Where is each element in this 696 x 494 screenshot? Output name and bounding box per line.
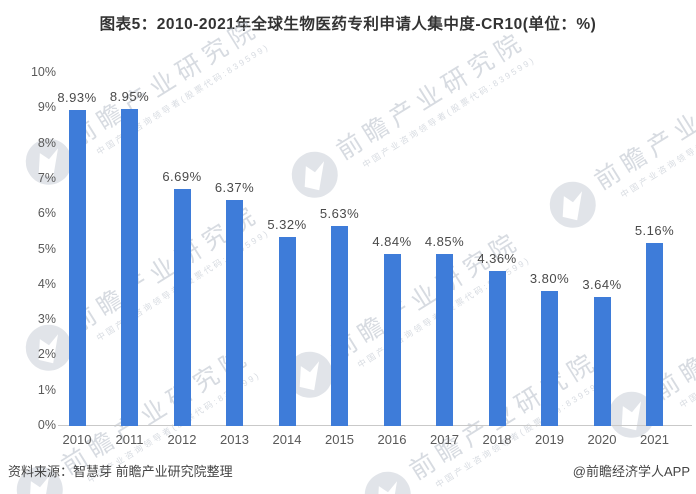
bar-value-label: 3.80% xyxy=(529,270,570,286)
y-tick-label: 3% xyxy=(37,312,56,327)
bar-value-label: 5.16% xyxy=(634,222,675,238)
y-tick-label: 1% xyxy=(37,382,56,397)
bar-2019 xyxy=(541,290,558,426)
x-tick-label: 2019 xyxy=(535,432,564,447)
bar-value-label: 5.32% xyxy=(267,217,307,233)
x-tick-label: 2010 xyxy=(62,432,92,447)
bar-2011 xyxy=(121,109,138,426)
x-tick-label: 2012 xyxy=(167,432,197,447)
source-note: 资料来源：智慧芽 前瞻产业研究院整理 xyxy=(8,464,233,479)
bar-value-label: 6.69% xyxy=(162,168,202,184)
bar-2021 xyxy=(646,242,663,426)
y-tick-label: 8% xyxy=(37,135,56,150)
watermark-subtext: 中国产业咨询领导者(股票代码:839599) xyxy=(360,54,538,170)
bar-2015 xyxy=(331,226,348,426)
bar-2016 xyxy=(383,254,401,426)
y-tick-label: 7% xyxy=(37,170,56,185)
watermark-text: 前瞻产业研究院 xyxy=(589,56,696,196)
chart-title: 图表5：2010-2021年全球生物医药专利申请人集中度-CR10(单位：%) xyxy=(99,16,597,33)
qianzhan-logo-icon xyxy=(549,181,596,228)
bar-value-label: 5.63% xyxy=(319,206,360,222)
y-tick-label: 6% xyxy=(37,206,56,221)
bar-2013 xyxy=(226,200,243,426)
x-tick-label: 2018 xyxy=(482,432,512,447)
watermark-subtext: 中国产业咨询领导者(股票代码:839599) xyxy=(618,84,696,200)
credit-note: @前瞻经济学人APP xyxy=(572,464,690,479)
bar-value-label: 4.84% xyxy=(372,234,412,250)
bar-value-label: 4.36% xyxy=(477,251,517,267)
watermark-subtext: 中国产业咨询领导者(股票代码:839599) xyxy=(677,294,696,410)
x-axis-line xyxy=(58,425,692,426)
bar-2018 xyxy=(488,271,506,426)
watermark-text: 前瞻产业研究院 xyxy=(331,26,531,166)
brand-watermark: 前瞻产业研究院中国产业咨询领导者(股票代码:839599) xyxy=(282,22,539,208)
y-tick-label: 4% xyxy=(37,276,56,291)
y-tick-label: 2% xyxy=(37,347,56,362)
bar-value-label: 8.95% xyxy=(109,89,150,105)
bar-value-label: 4.85% xyxy=(424,233,465,249)
x-tick-label: 2015 xyxy=(325,432,354,447)
qianzhan-logo-icon xyxy=(364,471,411,494)
y-tick-label: 0% xyxy=(37,418,56,432)
y-tick-label: 10% xyxy=(30,65,56,79)
y-tick-label: 9% xyxy=(37,100,56,115)
bar-2010 xyxy=(68,109,86,426)
bar-2017 xyxy=(436,253,453,426)
x-tick-label: 2014 xyxy=(272,432,302,447)
bar-2020 xyxy=(593,296,611,426)
bar-2014 xyxy=(278,237,296,426)
x-tick-label: 2016 xyxy=(377,432,407,447)
bar-value-label: 6.37% xyxy=(214,180,255,196)
x-tick-label: 2011 xyxy=(115,432,144,447)
bar-value-label: 8.93% xyxy=(57,89,97,105)
x-tick-label: 2021 xyxy=(640,432,669,447)
bar-value-label: 3.64% xyxy=(582,276,622,292)
brand-watermark: 前瞻产业研究院中国产业咨询领导者(股票代码:839599) xyxy=(540,52,696,238)
x-tick-label: 2020 xyxy=(587,432,617,447)
y-tick-label: 5% xyxy=(37,241,56,256)
x-tick-label: 2017 xyxy=(430,432,459,447)
qianzhan-logo-icon xyxy=(291,151,338,198)
x-tick-label: 2013 xyxy=(220,432,249,447)
bar-2012 xyxy=(173,188,191,426)
